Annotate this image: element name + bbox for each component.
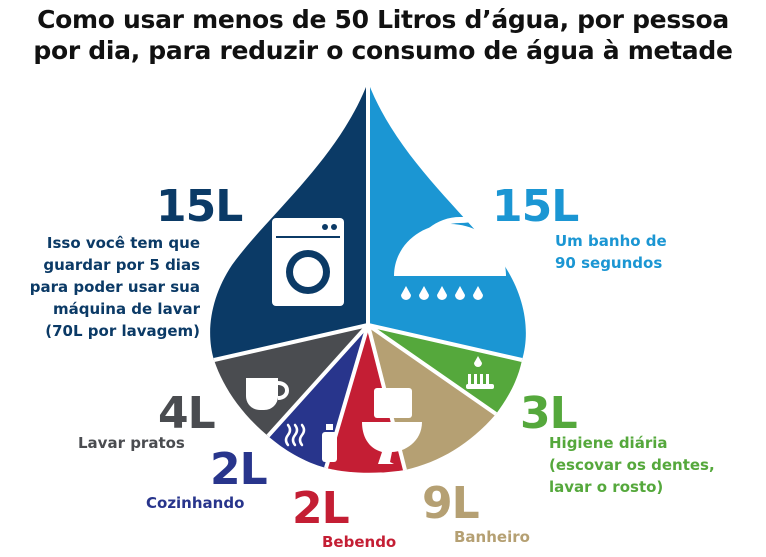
drinking-description: Bebendo: [322, 533, 397, 551]
segment-cooking: [268, 325, 368, 468]
hygiene-description: Higiene diária (escovar os dentes, lavar…: [549, 434, 715, 496]
toilet-icon: [362, 388, 422, 464]
toilet-description: Banheiro: [454, 528, 530, 546]
page-title: Como usar menos de 50 Litros d’água, por…: [0, 4, 766, 66]
dishes-amount: 4L: [158, 388, 216, 439]
shower-icon: [394, 177, 506, 300]
cooking-description: Cozinhando: [146, 494, 245, 512]
dishes-description: Lavar pratos: [78, 434, 185, 452]
cooking-amount: 2L: [210, 444, 268, 495]
toothbrush-icon: [466, 356, 494, 389]
steam-icon: [284, 423, 306, 447]
title-line-1: Como usar menos de 50 Litros d’água, por…: [37, 5, 729, 34]
washing-machine-icon: [272, 218, 344, 306]
washing-description: Isso você tem que guardar por 5 dias par…: [29, 234, 200, 340]
segment-hygiene: [368, 325, 522, 414]
washing-amount: 15L: [156, 181, 243, 232]
title-line-2: por dia, para reduzir o consumo de água …: [33, 36, 733, 65]
shower-description: Um banho de 90 segundos: [555, 232, 667, 272]
bottle-icon: [322, 424, 337, 462]
hygiene-amount: 3L: [520, 388, 578, 439]
drinking-amount: 2L: [292, 483, 350, 534]
shower-amount: 15L: [492, 181, 579, 232]
toilet-amount: 9L: [422, 478, 480, 529]
cup-icon: [246, 378, 289, 410]
